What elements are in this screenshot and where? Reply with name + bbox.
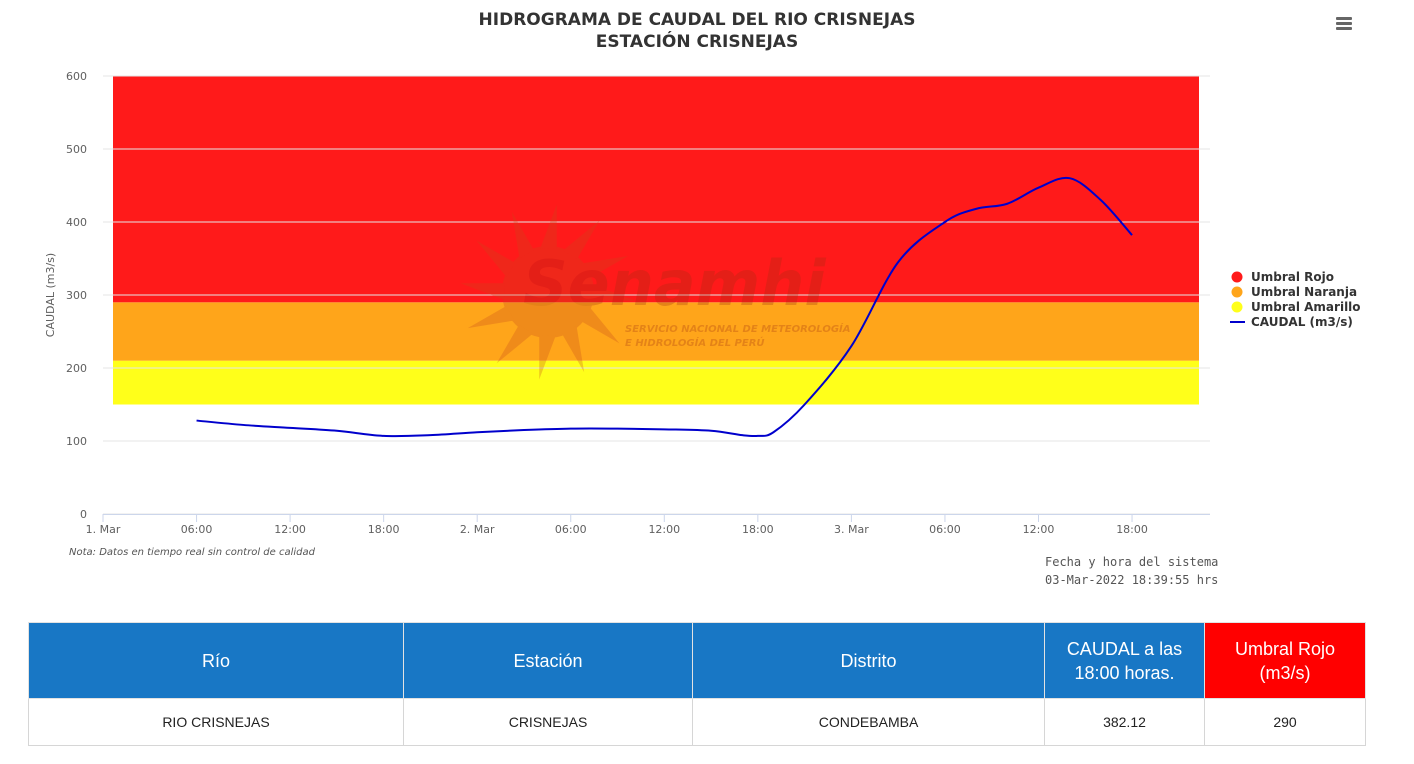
x-tick-label: 3. Mar (834, 523, 869, 536)
x-tick-label: 18:00 (742, 523, 774, 536)
chart-subtitle: ESTACIÓN CRISNEJAS (595, 32, 799, 52)
x-tick-label: 06:00 (555, 523, 587, 536)
legend-dot-icon (1231, 301, 1243, 313)
legend-item[interactable]: Umbral Amarillo (1231, 300, 1361, 314)
x-tick-label: 12:00 (648, 523, 680, 536)
watermark-line1: SERVICIO NACIONAL DE METEOROLOGÍA (625, 322, 851, 335)
threshold-bands (113, 76, 1199, 405)
legend-dot-icon (1231, 271, 1243, 283)
header-rio: Río (28, 622, 404, 699)
table-header-row: Río Estación Distrito CAUDAL a las 18:00… (28, 622, 1366, 699)
system-time-block: Fecha y hora del sistema 03-Mar-2022 18:… (1045, 553, 1218, 589)
x-tick-label: 1. Mar (86, 523, 121, 536)
senamhi-watermark: Senamhi SERVICIO NACIONAL DE METEOROLOGÍ… (460, 204, 851, 380)
watermark-brand: Senamhi (523, 247, 826, 320)
cell-rio: RIO CRISNEJAS (28, 698, 404, 746)
band-umbral-amarillo (113, 360, 1199, 405)
header-caudal: CAUDAL a las 18:00 horas. (1044, 622, 1205, 699)
header-distrito: Distrito (692, 622, 1045, 699)
band-umbral-naranja (113, 302, 1199, 361)
y-tick-label: 400 (66, 216, 87, 229)
chart-title-block: HIDROGRAMA DE CAUDAL DEL RIO CRISNEJAS E… (0, 9, 1394, 53)
y-axis-label: CAUDAL (m3/s) (44, 253, 57, 337)
legend-item[interactable]: Umbral Rojo (1231, 270, 1335, 284)
series-line-caudal[interactable] (196, 176, 1133, 438)
header-umbral-rojo: Umbral Rojo (m3/s) (1204, 622, 1366, 699)
legend-dot-icon (1231, 286, 1243, 298)
header-estacion: Estación (403, 622, 693, 699)
axes: 0 100 200 300 400 500 600 1. Mar 06:00 12:00 18:00… (66, 70, 1210, 536)
y-tick-label: 600 (66, 70, 87, 83)
legend-item[interactable]: Umbral Naranja (1231, 285, 1358, 299)
legend-item[interactable]: CAUDAL (m3/s) (1230, 315, 1353, 329)
cell-distrito: CONDEBAMBA (692, 698, 1045, 746)
sun-logo-icon (460, 204, 636, 380)
cell-caudal: 382.12 (1044, 698, 1205, 746)
x-tick-label: 06:00 (929, 523, 961, 536)
table-row: RIO CRISNEJAS CRISNEJAS CONDEBAMBA 382.1… (28, 698, 1366, 746)
y-tick-label: 300 (66, 289, 87, 302)
x-tick-label: 18:00 (368, 523, 400, 536)
quality-note: Nota: Datos en tiempo real sin control d… (69, 547, 315, 558)
cell-umbral-rojo: 290 (1204, 698, 1366, 746)
system-time-label: Fecha y hora del sistema (1045, 555, 1219, 569)
cell-estacion: CRISNEJAS (403, 698, 693, 746)
legend-label: Umbral Naranja (1251, 285, 1357, 299)
series-layer (196, 176, 1133, 438)
x-tick-label: 18:00 (1116, 523, 1148, 536)
x-tick-label: 06:00 (181, 523, 213, 536)
hydrograph-chart: Senamhi SERVICIO NACIONAL DE METEOROLOGÍ… (44, 70, 1361, 536)
station-table: Río Estación Distrito CAUDAL a las 18:00… (28, 622, 1366, 746)
y-tick-label: 200 (66, 362, 87, 375)
y-tick-label: 500 (66, 143, 87, 156)
hamburger-menu-icon[interactable] (1333, 15, 1355, 33)
band-umbral-rojo (113, 76, 1199, 303)
chart-title: HIDROGRAMA DE CAUDAL DEL RIO CRISNEJAS (478, 10, 916, 30)
y-tick-label: 0 (80, 508, 87, 521)
x-tick-label: 12:00 (274, 523, 306, 536)
legend-label: Umbral Amarillo (1251, 300, 1361, 314)
legend-label: CAUDAL (m3/s) (1251, 315, 1353, 329)
x-tick-label: 2. Mar (460, 523, 495, 536)
legend-label: Umbral Rojo (1251, 270, 1334, 284)
x-tick-label: 12:00 (1023, 523, 1055, 536)
watermark-line2: E HIDROLOGÍA DEL PERÚ (625, 336, 765, 349)
y-tick-label: 100 (66, 435, 87, 448)
system-time-value: 03-Mar-2022 18:39:55 hrs (1045, 573, 1219, 587)
